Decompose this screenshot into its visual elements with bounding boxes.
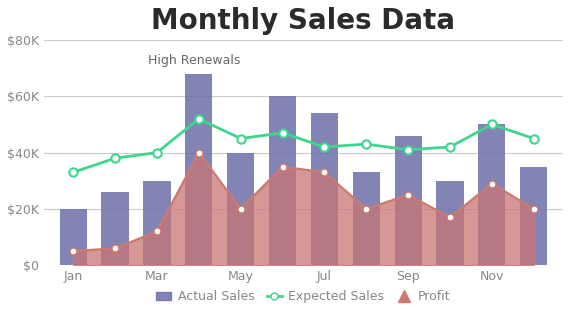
Bar [60,209,87,265]
Bar [394,136,422,265]
Bar [101,192,129,265]
Bar [353,172,380,265]
Bar [227,153,254,265]
Bar [144,181,170,265]
Bar [269,96,296,265]
Bar [311,113,338,265]
Bar [437,181,463,265]
Legend: Actual Sales, Expected Sales, Profit: Actual Sales, Expected Sales, Profit [152,285,455,308]
Title: Monthly Sales Data: Monthly Sales Data [152,7,455,35]
Text: High Renewals: High Renewals [148,54,241,67]
Bar [520,167,547,265]
Bar [478,124,506,265]
Bar [185,74,213,265]
